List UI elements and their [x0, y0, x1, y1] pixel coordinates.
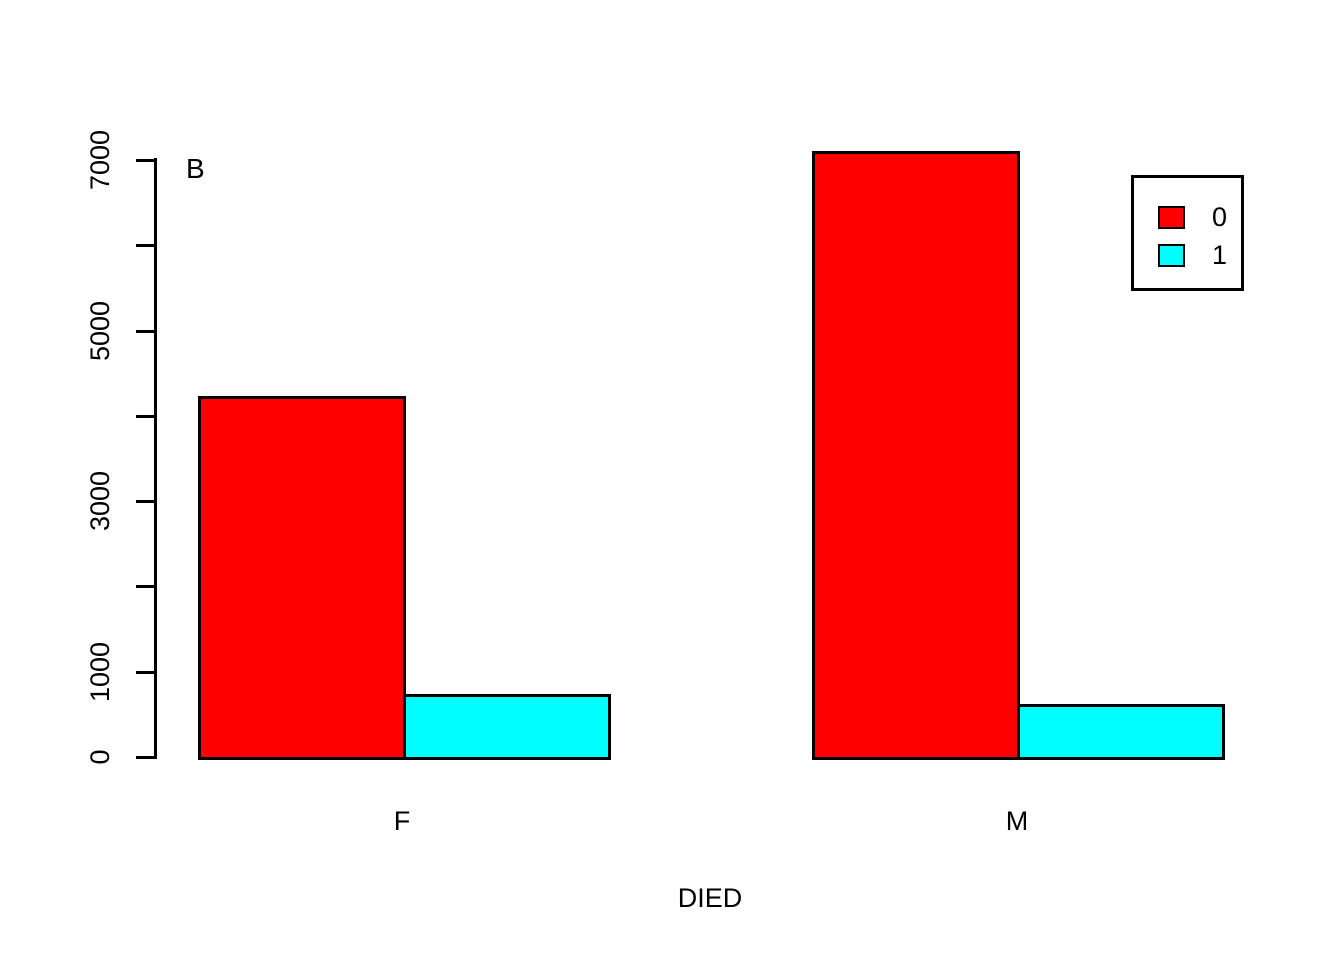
- legend-row-1: 1: [1158, 236, 1241, 274]
- legend-row-0: 0: [1158, 198, 1241, 236]
- y-axis-tick: [136, 585, 154, 588]
- y-tick-label: 7000: [85, 129, 115, 191]
- y-tick-label: 3000: [85, 470, 115, 532]
- bar-f-series-1: [403, 694, 611, 760]
- x-category-label-m: M: [1005, 806, 1029, 836]
- legend-label: 1: [1212, 239, 1228, 270]
- y-axis-tick: [136, 756, 154, 759]
- y-axis-line: [154, 158, 157, 759]
- y-axis-tick: [136, 415, 154, 418]
- y-axis-tick: [136, 671, 154, 674]
- x-axis-title: DIED: [677, 883, 743, 913]
- bar-m-series-0: [812, 151, 1020, 760]
- y-tick-label: 1000: [85, 641, 115, 703]
- y-tick-label: 5000: [85, 300, 115, 362]
- legend-swatch-icon: [1158, 243, 1185, 267]
- bar-m-series-1: [1017, 704, 1225, 760]
- legend-label: 0: [1212, 201, 1228, 232]
- y-axis-tick: [136, 159, 154, 162]
- y-axis-tick: [136, 330, 154, 333]
- y-axis-tick: [136, 244, 154, 247]
- y-axis-tick: [136, 500, 154, 503]
- x-category-label-f: F: [393, 806, 411, 836]
- panel-label: B: [186, 153, 205, 184]
- legend-swatch-icon: [1158, 205, 1185, 229]
- bar-f-series-0: [198, 396, 406, 760]
